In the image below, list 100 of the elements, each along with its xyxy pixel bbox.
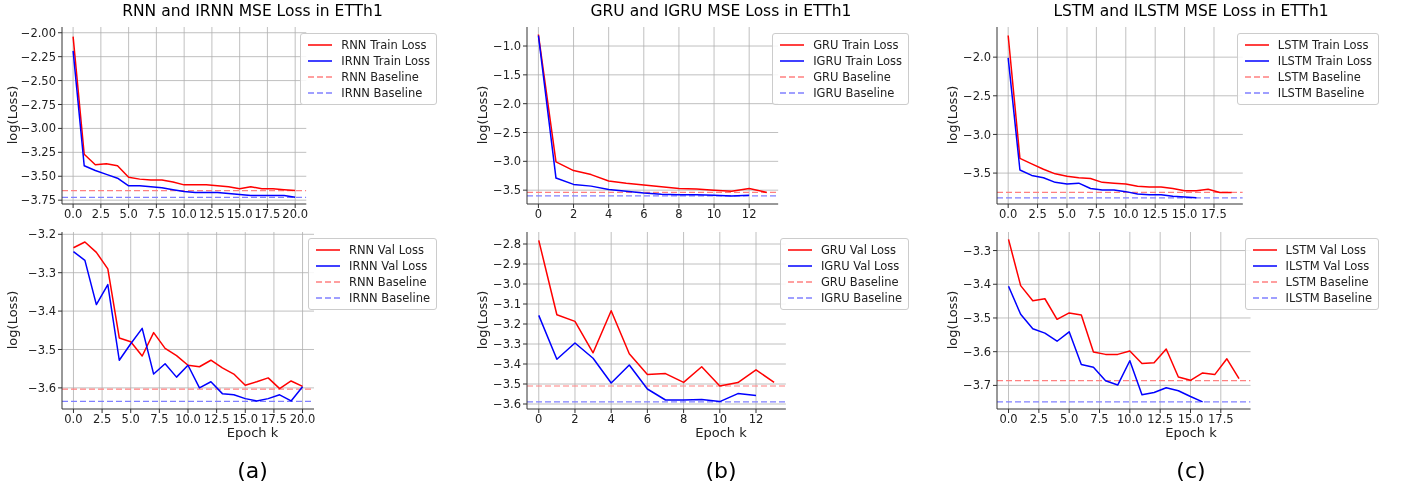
legend-label: LSTM Val Loss [1285,243,1366,257]
y-tick-label: −3.6 [28,380,56,395]
legend-label: ILSTM Baseline [1277,86,1365,100]
x-tick-label: 7.5 [147,207,166,222]
x-tick-label: 2 [569,207,578,222]
legend-label: IGRU Val Loss [820,259,900,273]
y-tick-label: −3.4 [28,304,56,319]
y-axis-title: log(Loss) [474,290,490,350]
y-tick-label: −3.50 [20,169,56,184]
x-tick-label: 2.5 [1028,207,1047,222]
y-tick-label: −3.4 [493,357,521,372]
legend-label: LSTM Train Loss [1277,38,1369,52]
x-tick-label: 2.5 [1029,412,1048,427]
x-axis-title: Epoch k [225,425,280,440]
x-tick-label: 10.0 [1112,207,1139,222]
y-axis-title: log(Loss) [4,85,20,145]
x-tick-label: 0 [535,412,543,427]
y-tick-label: −3.5 [28,342,56,357]
x-tick-label: 12.5 [199,207,225,222]
text: (a) [236,458,269,483]
y-axis-title: log(Loss) [474,85,490,145]
x-tick-label: 12.5 [1142,207,1168,222]
y-tick-label: −3.5 [963,311,991,326]
legend-label: IGRU Train Loss [813,54,902,68]
line-series [1007,285,1204,403]
y-tick-label: −3.0 [493,154,521,169]
y-tick-label: −3.0 [493,277,521,292]
text: (b) [704,458,738,483]
x-tick-label: 12.5 [1147,412,1173,427]
x-tick-label: 6 [643,412,652,427]
legend-label: IRNN Baseline [349,291,430,305]
y-tick-label: −2.5 [493,125,521,140]
x-tick-label: 15.0 [1177,412,1204,427]
x-tick-label: 2.5 [91,207,111,222]
x-tick-label: 10.0 [171,207,197,222]
x-tick-label: 0.0 [64,412,83,427]
x-tick-label: 15.0 [232,412,259,427]
x-tick-label: 5.0 [121,412,140,427]
legend-label: LSTM Baseline [1277,70,1361,84]
y-tick-label: −2.9 [493,257,521,272]
y-tick-label: −3.2 [493,317,521,332]
x-tick-label: 12 [748,412,764,427]
y-tick-label: −3.5 [963,166,991,181]
y-tick-label: −3.7 [963,378,991,393]
x-tick-label: 10 [712,412,728,427]
x-tick-label: 8 [679,412,688,427]
y-tick-label: −3.3 [493,337,521,352]
legend-label: RNN Val Loss [349,243,424,257]
y-tick-label: −3.3 [963,243,991,258]
y-tick-label: −3.25 [20,145,56,160]
y-tick-label: −3.5 [493,377,521,392]
y-axis-title: log(Loss) [4,290,20,350]
x-tick-label: 20.0 [289,412,316,427]
x-tick-label: 5.0 [119,207,138,222]
x-tick-label: 0.0 [999,207,1018,222]
x-tick-label: 15.0 [1171,207,1198,222]
y-tick-label: −1.5 [493,67,521,82]
legend-label: LSTM Baseline [1285,275,1369,289]
x-tick-label: 0 [534,207,543,222]
x-tick-label: 10.0 [1117,412,1143,427]
x-tick-label: 20.0 [282,207,308,222]
x-tick-label: 4 [607,412,615,427]
x-tick-label: 17.5 [261,412,287,427]
x-tick-label: 15.0 [226,207,253,222]
text: (c) [1175,458,1207,483]
y-tick-label: −2.75 [20,97,56,112]
x-tick-label: 4 [605,207,613,222]
x-tick-label: 17.5 [1201,207,1227,222]
x-axis-title: Epoch k [694,425,748,440]
x-tick-label: 12 [741,207,757,222]
legend-label: IRNN Baseline [341,86,423,100]
x-axis-title: Epoch k [1164,425,1218,440]
legend-label: ILSTM Baseline [1285,291,1372,305]
y-tick-label: −2.00 [20,25,56,40]
x-tick-label: 17.5 [254,207,281,222]
line-series [538,239,775,387]
y-tick-label: −3.00 [20,121,56,136]
x-tick-label: 5.0 [1057,207,1077,222]
y-tick-label: −2.25 [20,49,56,64]
y-tick-label: −3.5 [493,183,521,198]
y-tick-label: −2.0 [963,50,991,65]
y-tick-label: −3.6 [493,397,521,412]
x-tick-label: 17.5 [1208,412,1234,427]
legend-label: RNN Baseline [349,275,427,289]
legend-label: RNN Baseline [341,70,419,84]
x-tick-label: 8 [675,207,683,222]
legend-label: GRU Val Loss [820,243,896,257]
x-tick-label: 2.5 [92,412,112,427]
y-tick-label: −3.4 [963,277,991,292]
chart-title: GRU and IGRU MSE Loss in ETTh1 [589,2,853,20]
x-tick-label: 7.5 [150,412,169,427]
y-axis-title: log(Loss) [944,85,960,145]
legend-label: GRU Baseline [820,275,899,289]
legend-label: RNN Train Loss [341,38,427,52]
x-tick-label: 12.5 [203,412,230,427]
line-series [538,314,757,403]
legend-label: IGRU Baseline [820,291,902,305]
chart-title: RNN and IRNN MSE Loss in ETTh1 [121,2,384,20]
y-tick-label: −3.0 [963,127,991,142]
chart-title: LSTM and ILSTM MSE Loss in ETTh1 [1052,2,1330,20]
